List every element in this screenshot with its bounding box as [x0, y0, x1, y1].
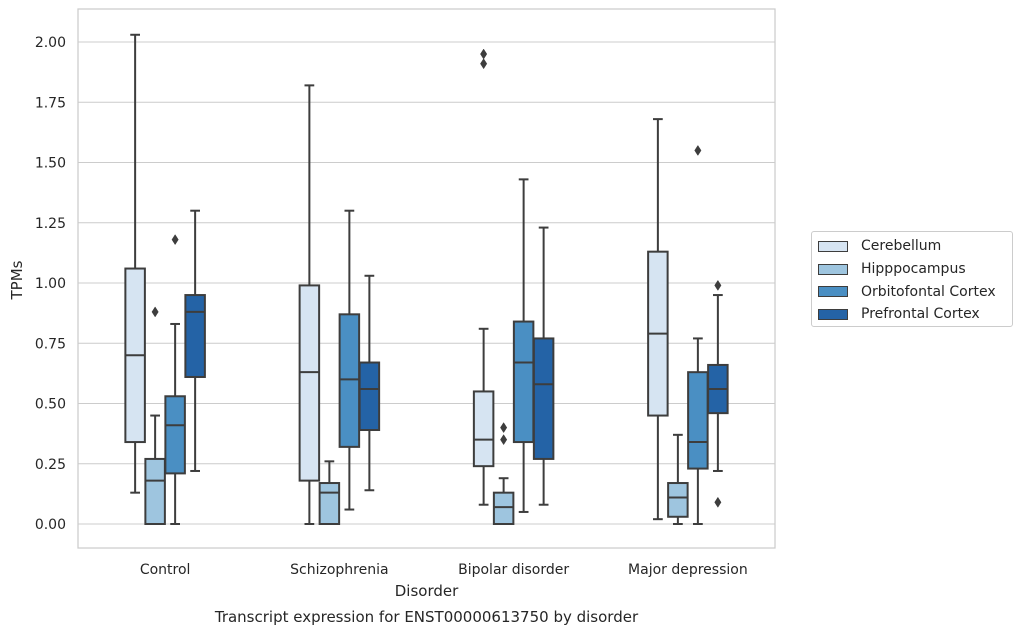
y-tick-label: 1.25 — [35, 216, 66, 232]
box-element — [164, 234, 186, 525]
legend-swatch — [818, 286, 848, 298]
box-iqr — [164, 395, 186, 475]
outlier-point — [500, 434, 508, 446]
box-element — [647, 118, 669, 521]
box-iqr — [667, 482, 689, 518]
y-tick-label: 0.25 — [35, 457, 66, 473]
y-tick-labels: 0.00 0.25 0.50 0.75 1.00 1.25 1.50 1.75 2.00 — [35, 35, 66, 533]
legend-label: Cerebellum — [861, 238, 942, 255]
outlier-point — [714, 279, 722, 291]
series-cerebellum — [124, 33, 669, 525]
outlier-point — [171, 234, 179, 246]
x-axis-label: Disorder — [395, 582, 459, 600]
outlier-point — [151, 306, 159, 318]
y-tick-label: 2.00 — [35, 35, 66, 51]
series-prefrontal-cortex — [184, 209, 729, 508]
legend-item: Prefrontal Cortex — [818, 303, 1012, 326]
box-element — [667, 433, 689, 525]
legend-item: Hipppocampus — [818, 258, 1012, 281]
box-iqr — [512, 320, 535, 444]
box-element — [358, 274, 381, 492]
y-axis-label: TPMs — [8, 260, 26, 300]
x-tick-label: Bipolar disorder — [458, 562, 569, 578]
outlier-point — [480, 48, 488, 60]
box-element — [512, 178, 535, 513]
box-element — [532, 226, 555, 506]
box-element — [124, 33, 146, 494]
legend-label: Prefrontal Cortex — [861, 306, 980, 323]
legend-swatch — [818, 240, 848, 252]
series-hipppocampus — [144, 306, 689, 526]
plot-frame — [77, 8, 776, 549]
box-element — [184, 209, 206, 472]
legend-item: Orbitofontal Cortex — [818, 280, 1012, 303]
box-iqr — [532, 337, 555, 460]
x-tick-label: Control — [140, 562, 191, 578]
box-element — [472, 48, 495, 506]
chart-legend: Cerebellum Hipppocampus Orbitofontal Corte… — [811, 231, 1013, 327]
box-iqr — [687, 371, 709, 470]
series-orbitofontal-cortex — [164, 144, 709, 525]
box-iqr — [358, 361, 381, 432]
y-tick-label: 0.00 — [35, 517, 66, 533]
y-tick-label: 0.75 — [35, 336, 66, 352]
legend-swatch — [818, 263, 848, 275]
outlier-point — [480, 58, 488, 70]
box-iqr — [492, 491, 515, 526]
box-element — [318, 460, 341, 525]
box-iqr — [144, 457, 166, 525]
outlier-point — [714, 496, 722, 508]
x-tick-label: Schizophrenia — [290, 562, 388, 578]
legend-swatch — [818, 308, 848, 320]
box-element — [687, 144, 709, 525]
box-element — [298, 84, 321, 525]
y-tick-label: 1.75 — [35, 95, 66, 111]
chart-title: Transcript expression for ENST0000061375… — [214, 608, 639, 626]
box-series — [124, 33, 729, 526]
box-iqr — [298, 284, 321, 482]
y-tick-label: 0.50 — [35, 397, 66, 413]
legend-label: Orbitofontal Cortex — [861, 283, 996, 300]
y-tick-label: 1.50 — [35, 156, 66, 172]
box-element — [492, 422, 515, 526]
y-tick-label: 1.00 — [35, 276, 66, 292]
outlier-point — [694, 144, 702, 156]
legend-label: Hipppocampus — [861, 261, 966, 278]
x-tick-labels: Control Schizophrenia Bipolar disorder Majo… — [140, 562, 748, 578]
box-iqr — [318, 482, 341, 525]
box-iqr — [184, 294, 206, 378]
box-iqr — [472, 390, 495, 468]
box-element — [338, 209, 361, 511]
box-element — [144, 306, 166, 525]
x-tick-label: Major depression — [628, 562, 748, 578]
legend-item: Cerebellum — [818, 235, 1012, 258]
box-iqr — [338, 313, 361, 448]
box-element — [707, 279, 729, 508]
outlier-point — [500, 422, 508, 434]
